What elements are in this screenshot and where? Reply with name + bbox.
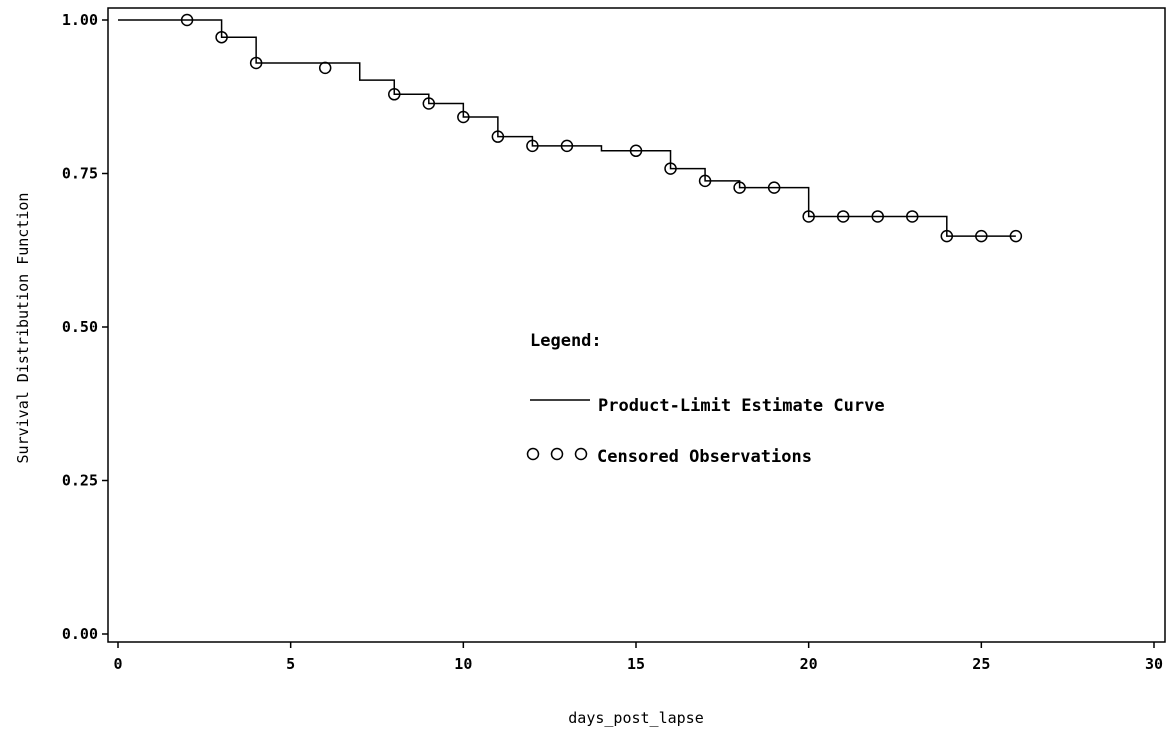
censored-observation-point [180,13,194,27]
product-limit-curve [118,19,1016,237]
legend-marker-2 [550,447,564,461]
censored-observation-point [1009,229,1023,243]
legend-title: Legend: [530,331,602,351]
censored-observation-point [940,229,954,243]
censored-observation-point [733,181,746,194]
legend-marker-1 [526,447,540,461]
censored-observation-point [629,144,643,158]
censored-observation-point [767,181,781,194]
y-tick-label: 0.50 [62,318,98,336]
x-tick-label: 10 [454,655,472,673]
x-tick-label: 5 [286,655,295,673]
censored-observation-point [318,61,332,75]
plot-frame [107,7,1166,643]
x-tick-label: 15 [627,655,645,673]
censored-observation-point [906,210,919,223]
y-tick-label: 1.00 [62,11,98,29]
y-tick-label: 0.25 [62,472,98,490]
censored-observation-point [491,130,505,143]
censored-observation-point [802,210,815,223]
censored-observation-point [422,97,436,110]
y-axis-title: Survival Distribution Function [14,193,32,464]
censored-observation-point [871,210,884,223]
x-tick-label: 20 [800,655,818,673]
censored-observation-point [526,139,539,153]
censored-observation-point [664,162,677,175]
legend-entry-censored-label: Censored Observations [597,447,812,467]
censored-observation-point [975,229,988,243]
y-tick-label: 0.75 [62,165,98,183]
censored-observation-point [698,174,712,188]
censored-observation-point [560,139,574,153]
censored-observation-point [215,30,228,44]
x-tick-label: 30 [1145,655,1163,673]
legend-marker-3 [574,447,588,461]
legend-entry-curve-label: Product-Limit Estimate Curve [598,396,885,416]
censored-observation-point [457,110,470,124]
censored-observation-point [836,210,850,223]
x-tick-label: 25 [972,655,990,673]
censored-observation-point [388,88,401,101]
y-tick-label: 0.00 [62,625,98,643]
x-axis-title: days_post_lapse [568,709,703,727]
censored-observation-point [249,56,263,70]
x-tick-label: 0 [113,655,122,673]
